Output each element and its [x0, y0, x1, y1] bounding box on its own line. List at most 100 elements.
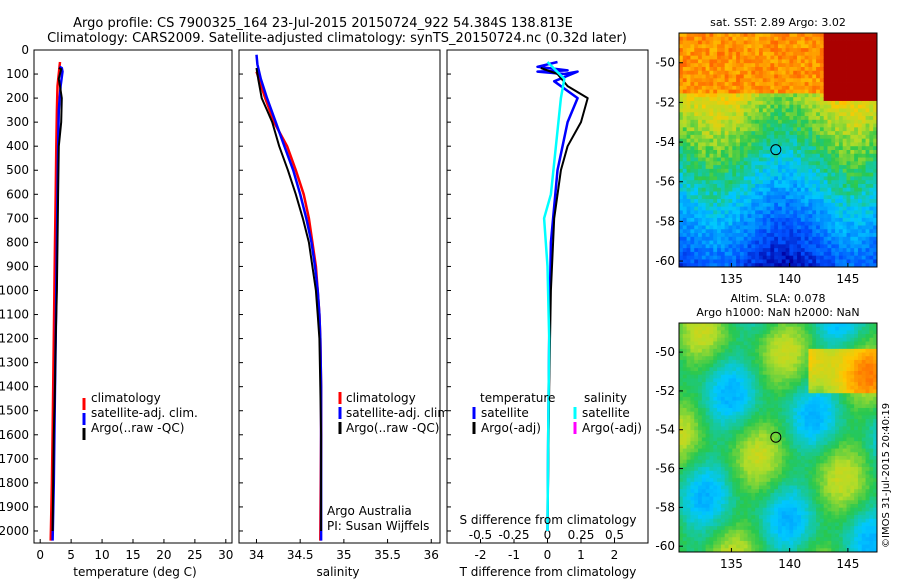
map-cell [701, 470, 707, 475]
map-cell [724, 214, 729, 219]
map-cell [728, 206, 733, 211]
sst-map-title: sat. SST: 2.89 Argo: 3.02 [710, 16, 846, 29]
map-cell [720, 463, 726, 468]
map-cell [869, 180, 874, 185]
map-cell [819, 97, 825, 102]
map-cell [705, 404, 710, 409]
map-cell [808, 248, 813, 253]
map-cell [869, 100, 874, 106]
map-cell [747, 467, 752, 472]
map-cell [758, 44, 764, 49]
map-cell [751, 393, 756, 398]
map-cell [679, 221, 684, 226]
map-cell [758, 123, 764, 128]
map-cell [709, 489, 714, 494]
map-cell [698, 191, 703, 196]
map-cell [682, 138, 688, 143]
map-cell [758, 63, 764, 68]
map-cell [694, 367, 699, 372]
x-tick-label: -2 [475, 548, 487, 562]
map-cell [785, 199, 790, 204]
map-cell [831, 225, 836, 230]
map-cell [713, 430, 718, 435]
map-cell [698, 161, 703, 166]
map-cell [766, 474, 771, 479]
map-cell [728, 176, 733, 181]
map-cell [736, 183, 741, 189]
map-cell [797, 100, 802, 106]
depth-tick-label: 1300 [0, 356, 29, 370]
map-cell [713, 104, 718, 109]
map-cell [694, 255, 699, 260]
map-cell [785, 168, 790, 174]
map-cell [816, 183, 821, 189]
map-cell [720, 93, 726, 98]
map-cell [743, 518, 748, 523]
map-cell [720, 89, 726, 94]
map-cell [736, 40, 741, 45]
map-cell [717, 356, 722, 361]
map-cell [781, 74, 787, 79]
map-cell [739, 489, 745, 494]
map-cell [705, 131, 710, 136]
map-cell [850, 59, 855, 64]
map-cell [823, 59, 828, 64]
map-cell [717, 433, 722, 438]
map-cell [720, 529, 726, 534]
map-cell [789, 104, 794, 109]
map-cell [789, 195, 794, 200]
map-cell [736, 548, 741, 553]
map-cell [728, 511, 733, 516]
map-cell [720, 36, 726, 41]
map-cell [701, 382, 707, 387]
map-cell [869, 119, 874, 124]
map-cell [808, 221, 813, 226]
map-cell [736, 55, 741, 60]
map-cell [732, 180, 737, 185]
map-cell [758, 352, 764, 357]
map-cell [808, 172, 813, 177]
map-cell [694, 489, 699, 494]
map-cell [755, 400, 760, 405]
map-cell [720, 496, 726, 501]
map-cell [778, 51, 783, 57]
map-cell [705, 36, 710, 41]
map-cell [705, 221, 710, 226]
map-cell [736, 371, 741, 376]
map-cell [694, 341, 699, 346]
map-cell [758, 161, 764, 166]
map-cell [785, 82, 790, 87]
map-cell [701, 123, 707, 128]
depth-tick-label: 100 [6, 67, 29, 81]
map-cell [766, 48, 771, 53]
map-cell [736, 385, 741, 390]
map-cell [846, 66, 851, 72]
map-cell [751, 407, 756, 413]
map-cell [720, 244, 726, 249]
map-cell [755, 248, 760, 253]
map-cell [857, 225, 863, 230]
map-cell [755, 142, 760, 147]
map-cell [701, 214, 707, 219]
map-cell [686, 478, 691, 483]
map-cell [739, 455, 745, 461]
map-cell [781, 36, 787, 41]
map-cell [698, 199, 703, 204]
map-cell [751, 529, 756, 534]
map-cell [770, 356, 775, 361]
map-cell [709, 378, 714, 383]
map-cell [724, 385, 729, 390]
map-cell [789, 221, 794, 226]
map-cell [873, 48, 878, 53]
map-cell [869, 59, 874, 64]
map-cell [713, 180, 718, 185]
map-cell [755, 526, 760, 531]
map-cell [804, 48, 809, 53]
map-cell [800, 66, 806, 72]
map-cell [850, 36, 855, 41]
map-cell [724, 444, 729, 449]
map-cell [800, 214, 806, 219]
map-cell [789, 263, 794, 268]
map-cell [842, 63, 847, 68]
map-cell [724, 127, 729, 132]
